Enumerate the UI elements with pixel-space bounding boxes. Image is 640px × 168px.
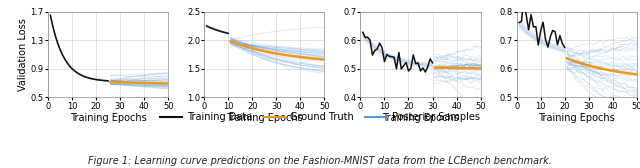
Y-axis label: Validation Loss: Validation Loss [18, 18, 28, 91]
Text: Figure 1: Learning curve predictions on the Fashion-MNIST data from the LCBench : Figure 1: Learning curve predictions on … [88, 156, 552, 166]
X-axis label: Training Epochs: Training Epochs [382, 113, 459, 123]
X-axis label: Training Epochs: Training Epochs [70, 113, 147, 123]
X-axis label: Training Epochs: Training Epochs [226, 113, 303, 123]
X-axis label: Training Epochs: Training Epochs [538, 113, 615, 123]
Legend: Training Data, Ground Truth, Posterior Samples: Training Data, Ground Truth, Posterior S… [157, 108, 483, 126]
